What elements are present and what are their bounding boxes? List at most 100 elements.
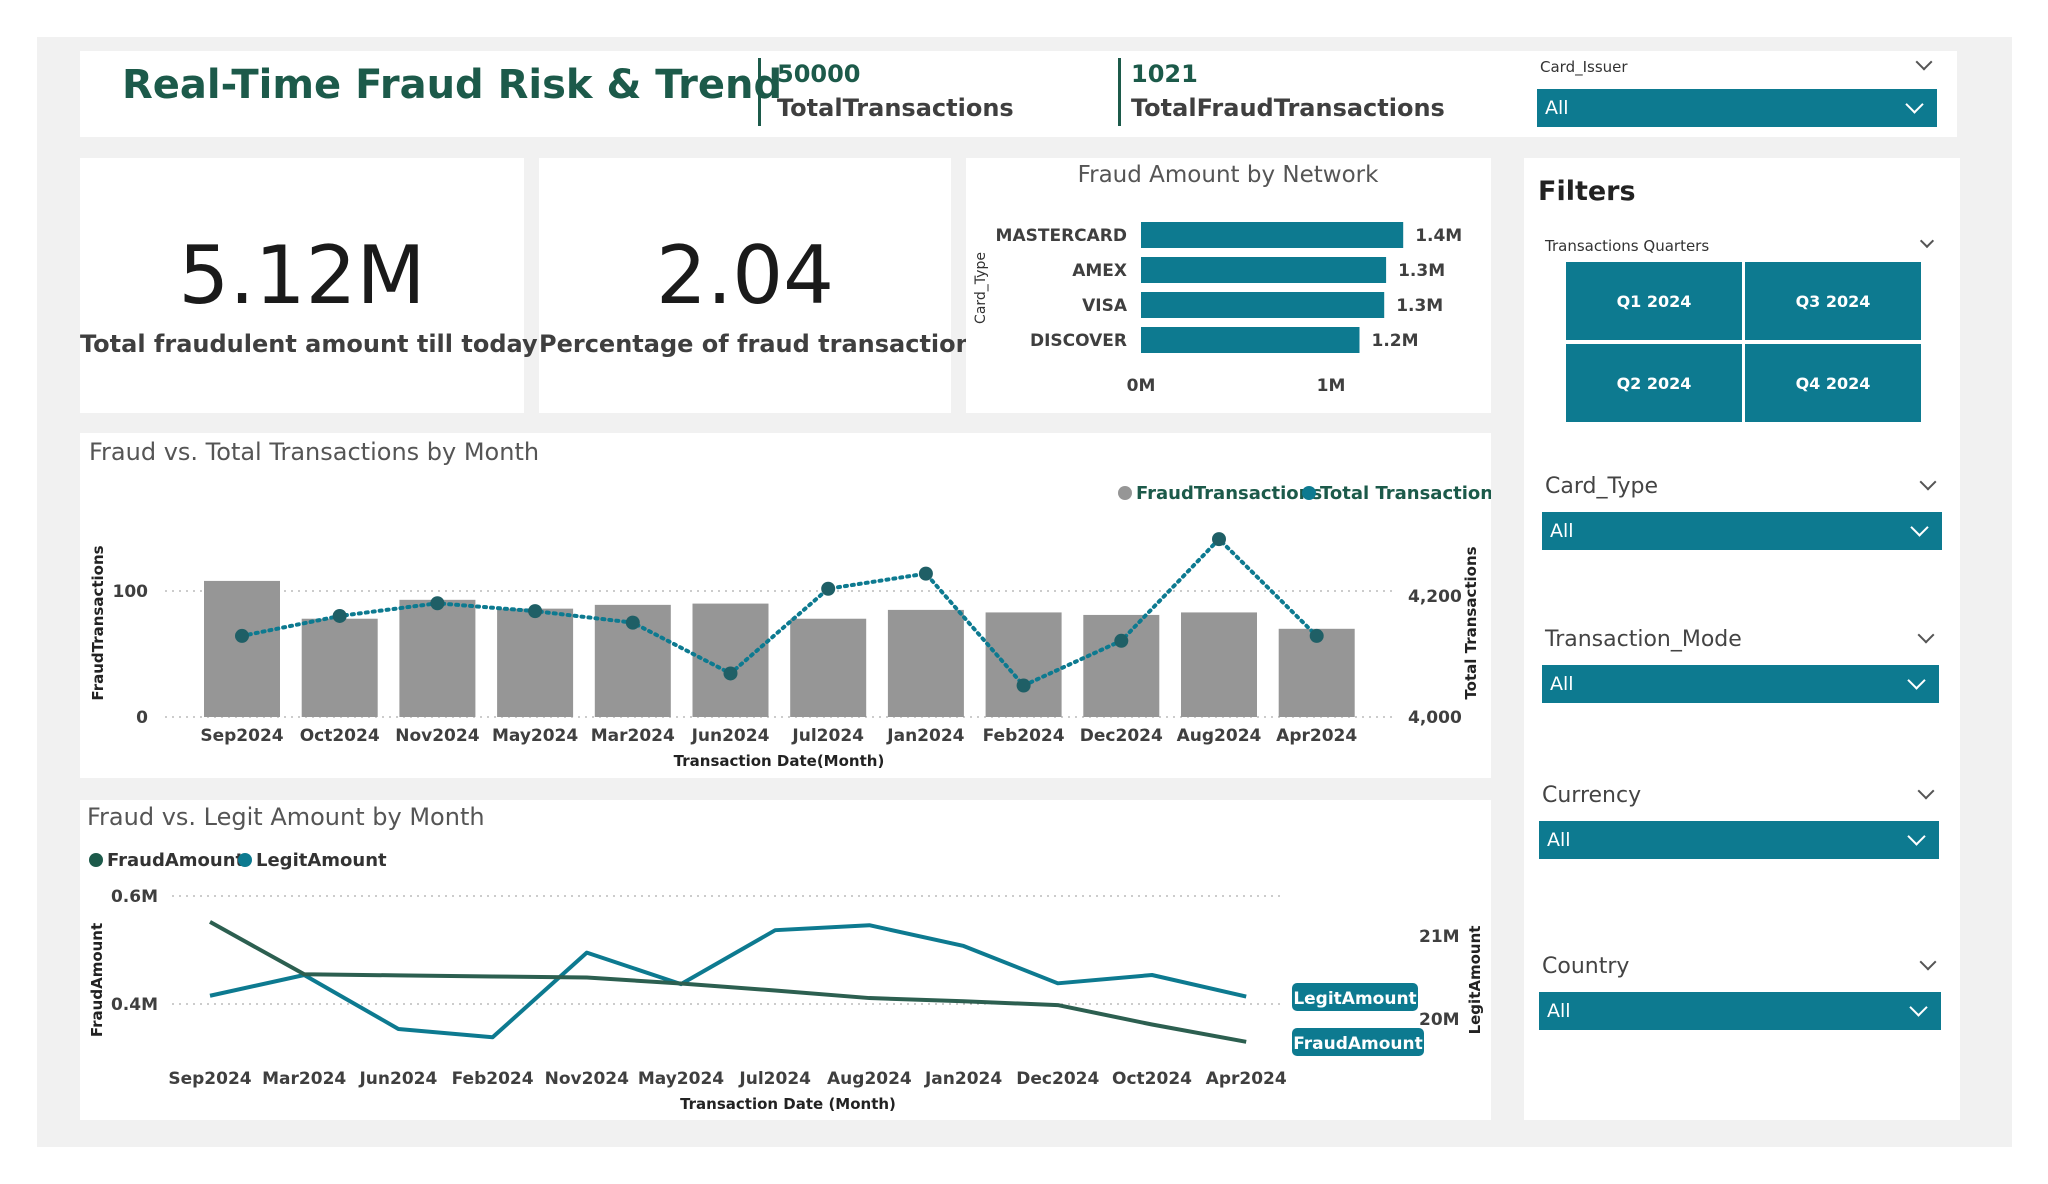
- filters-title: Filters: [1538, 176, 1636, 207]
- kpi-fraud-amount-label: Total fraudulent amount till today: [80, 330, 538, 358]
- quarter-tile-q3[interactable]: Q3 2024: [1745, 262, 1921, 340]
- page-title: Real-Time Fraud Risk & Trend: [122, 62, 783, 108]
- chevron-down-icon: [1905, 95, 1924, 114]
- x-tick-label: May2024: [492, 726, 578, 746]
- bar: [1141, 257, 1387, 283]
- y-axis-label: Card_Type: [973, 252, 989, 324]
- quarter-tile-q1[interactable]: Q1 2024: [1566, 262, 1742, 340]
- x-tick-label: Nov2024: [395, 726, 479, 746]
- network-chart-card: [966, 158, 1491, 413]
- x-tick-label: Apr2024: [1206, 1069, 1287, 1089]
- currency-dropdown[interactable]: All: [1539, 821, 1939, 859]
- bar: [790, 618, 867, 717]
- x-axis-label: Transaction Date(Month): [674, 752, 885, 770]
- legend-marker: [1302, 486, 1316, 500]
- x-tick-label: Jan2024: [924, 1069, 1002, 1089]
- card-issuer-value: All: [1545, 97, 1569, 119]
- y-tick-label: 0.6M: [111, 887, 158, 907]
- x-tick-label: Jul2024: [738, 1069, 811, 1089]
- quarter-tile-q4[interactable]: Q4 2024: [1745, 344, 1921, 422]
- country-label: Country: [1542, 954, 1630, 979]
- x-axis-label: Transaction Date (Month): [680, 1095, 896, 1113]
- legend-marker: [89, 853, 103, 867]
- x-tick-label: Apr2024: [1276, 726, 1357, 746]
- chart-title: Fraud vs. Total Transactions by Month: [89, 438, 539, 466]
- data-label: 1.2M: [1372, 331, 1419, 351]
- kpi-divider: [758, 58, 761, 126]
- transactions-chart: Fraud vs. Total Transactions by Month Fra…: [89, 438, 1491, 770]
- transactions-chart-card: [80, 433, 1491, 778]
- chevron-down-icon: [1910, 518, 1929, 537]
- x-tick-label: Dec2024: [1016, 1069, 1099, 1089]
- legend-marker: [238, 853, 252, 867]
- legend-label: FraudTransactions: [1136, 483, 1322, 504]
- y-tick-label: MASTERCARD: [996, 226, 1127, 246]
- amount-chart: Fraud vs. Legit Amount by Month FraudAmou…: [87, 803, 1484, 1113]
- total-transactions-value: 50000: [777, 60, 861, 88]
- chevron-down-icon: [1909, 998, 1928, 1017]
- data-point: [723, 666, 738, 681]
- legend-label: LegitAmount: [256, 850, 387, 871]
- quarters-label: Transactions Quarters: [1545, 237, 1710, 255]
- kpi-card-fraud-percentage: 2.04 Percentage of fraud transactions: [539, 158, 988, 413]
- data-point: [235, 628, 249, 643]
- chevron-down-icon: [1907, 671, 1926, 690]
- data-point: [430, 596, 445, 611]
- x-tick-label: 1M: [1317, 376, 1346, 396]
- y-tick-label: AMEX: [1072, 261, 1127, 281]
- total-transactions-label: TotalTransactions: [777, 94, 1014, 122]
- bar: [497, 608, 574, 717]
- data-point: [1309, 628, 1324, 643]
- bar: [1278, 628, 1355, 717]
- x-tick-label: May2024: [638, 1069, 724, 1089]
- card-type-label: Card_Type: [1545, 474, 1658, 499]
- x-tick-label: Feb2024: [983, 726, 1065, 746]
- end-label-badge: [1292, 983, 1418, 1011]
- country-dropdown[interactable]: All: [1539, 992, 1941, 1030]
- y2-tick-label: 21M: [1419, 927, 1460, 947]
- data-point: [625, 615, 640, 630]
- amount-chart-card: [80, 800, 1491, 1120]
- card-issuer-label: Card_Issuer: [1540, 58, 1628, 76]
- x-tick-label: Feb2024: [452, 1069, 534, 1089]
- y2-tick-label: 4,000: [1408, 708, 1462, 728]
- data-point: [1114, 633, 1129, 648]
- y2-tick-label: 20M: [1419, 1010, 1460, 1030]
- transaction-mode-dropdown[interactable]: All: [1542, 665, 1939, 703]
- kpi-fraud-pct-label: Percentage of fraud transactions: [539, 330, 988, 358]
- series-line-fraud: [209, 920, 1247, 1044]
- y-axis-label: FraudTransactions: [89, 545, 107, 700]
- chart-title: Fraud vs. Legit Amount by Month: [87, 803, 485, 831]
- x-tick-label: Jun2024: [358, 1069, 437, 1089]
- x-tick-label: Aug2024: [827, 1069, 912, 1089]
- card-type-dropdown[interactable]: All: [1542, 512, 1942, 550]
- y-tick-label: 100: [113, 582, 149, 602]
- card-type-value: All: [1550, 520, 1574, 542]
- x-tick-label: Sep2024: [200, 726, 283, 746]
- end-label: LegitAmount: [1293, 989, 1416, 1009]
- data-label: 1.3M: [1396, 296, 1443, 316]
- x-tick-label: 0M: [1127, 376, 1156, 396]
- x-tick-label: Jun2024: [691, 726, 770, 746]
- card-issuer-dropdown[interactable]: All: [1537, 89, 1937, 127]
- series-line-legit: [209, 923, 1247, 1040]
- x-tick-label: Oct2024: [1112, 1069, 1192, 1089]
- legend-marker: [1118, 486, 1132, 500]
- chart-title: Fraud Amount by Network: [1078, 162, 1380, 188]
- legend-label: FraudAmount: [107, 850, 245, 871]
- data-label: 1.4M: [1415, 226, 1462, 246]
- currency-value: All: [1547, 829, 1571, 851]
- x-tick-label: Mar2024: [262, 1069, 346, 1089]
- quarter-tile-q2[interactable]: Q2 2024: [1566, 344, 1742, 422]
- data-point: [528, 604, 543, 619]
- kpi-card-fraud-amount: 5.12M Total fraudulent amount till today: [80, 158, 538, 413]
- network-chart: Fraud Amount by Network Card_Type MASTERCA…: [973, 162, 1462, 396]
- bar: [1141, 327, 1360, 353]
- bar: [204, 580, 280, 717]
- country-value: All: [1547, 1000, 1571, 1022]
- bar: [985, 612, 1062, 717]
- y-tick-label: 0: [136, 708, 148, 728]
- data-label: 1.3M: [1398, 261, 1445, 281]
- legend-label: Total Transactions: [1320, 483, 1491, 504]
- chevron-down-icon: [1907, 827, 1926, 846]
